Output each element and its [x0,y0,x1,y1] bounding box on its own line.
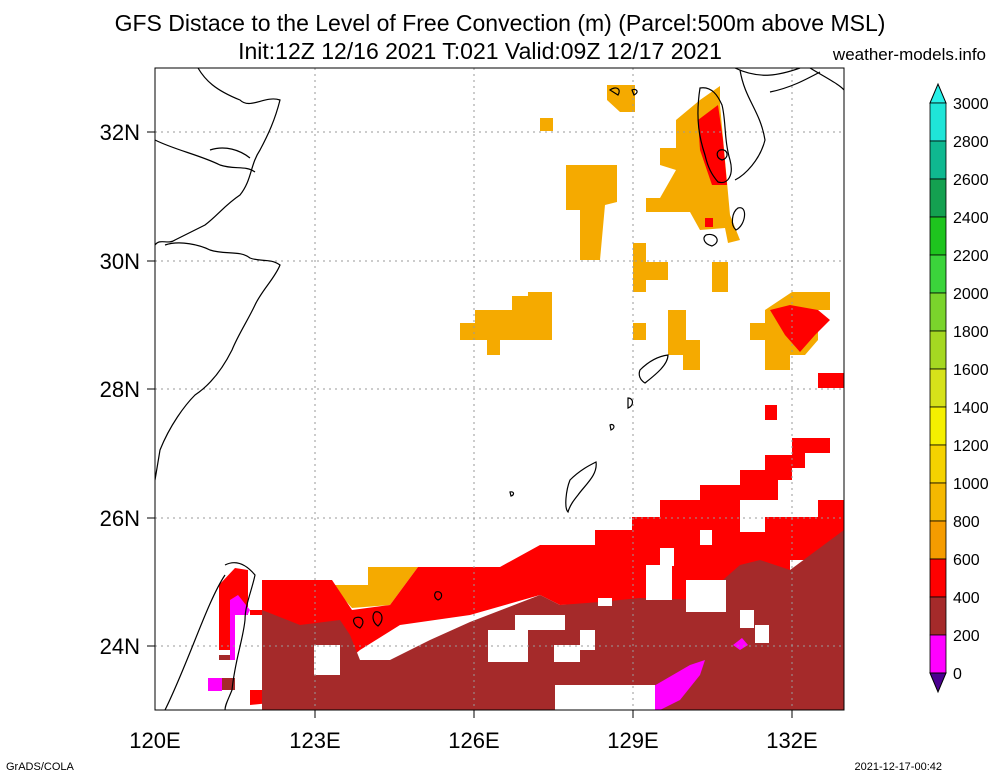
colorbar-segment [929,520,947,560]
lon-label: 120E [129,728,180,753]
colorbar-segment [929,102,947,142]
colorbar-segment [929,216,947,256]
colorbar-label: 400 [953,590,980,607]
colorbar-segment [929,254,947,294]
map-plot-area [155,68,844,710]
colorbar-segment [929,596,947,636]
colorbar-segment [929,368,947,408]
colorbar-label: 2200 [953,248,989,265]
colorbar-label: 1800 [953,324,989,341]
lon-label: 123E [289,728,340,753]
colorbar-bottom-triangle [929,672,947,694]
colorbar-label: 600 [953,552,980,569]
colorbar-top-triangle [929,82,947,104]
lat-label: 26N [100,506,140,531]
colorbar-segment [929,406,947,446]
footer-left: GrADS/COLA [6,761,74,773]
colorbar-label: 1000 [953,476,989,493]
colorbar: 3000280026002400220020001800160014001200… [929,82,989,694]
axis-ticks [147,131,793,718]
colorbar-label: 0 [953,666,962,683]
colorbar-segment [929,482,947,522]
axis-labels: 32N 30N 28N 26N 24N 120E 123E 126E 129E … [100,120,818,753]
colorbar-segment [929,292,947,332]
lon-label: 126E [448,728,499,753]
colorbar-segment [929,140,947,180]
title-line-1: GFS Distace to the Level of Free Convect… [114,10,886,36]
colorbar-label: 2800 [953,134,989,151]
colorbar-segment [929,178,947,218]
colorbar-label: 2400 [953,210,989,227]
colorbar-segment [929,444,947,484]
lat-label: 32N [100,120,140,145]
colorbar-segment [929,330,947,370]
colorbar-label: 1400 [953,400,989,417]
colorbar-label: 1200 [953,438,989,455]
colorbar-label: 1600 [953,362,989,379]
colorbar-label: 2600 [953,172,989,189]
missing-data-holes [208,500,769,710]
colorbar-segment [929,558,947,598]
lon-label: 132E [766,728,817,753]
title-line-2: Init:12Z 12/16 2021 T:021 Valid:09Z 12/1… [238,38,722,64]
colorbar-label: 200 [953,628,980,645]
coastlines [155,68,844,710]
colorbar-label: 800 [953,514,980,531]
site-credit: weather-models.info [832,45,986,64]
footer-right: 2021-12-17-00:42 [854,761,942,773]
colorbar-label: 2000 [953,286,989,303]
lat-label: 30N [100,249,140,274]
colorbar-label: 3000 [953,96,989,113]
lat-label: 24N [100,634,140,659]
colorbar-segment [929,634,947,674]
lon-label: 129E [607,728,658,753]
lat-label: 28N [100,377,140,402]
